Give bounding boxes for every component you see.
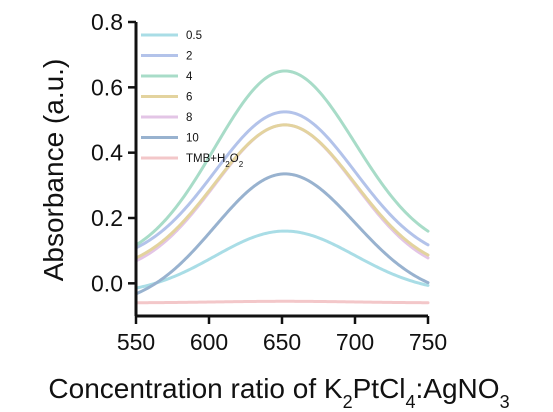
x-ticks: 550 600 650 700 750 (117, 316, 447, 355)
x-axis-label: Concentration ratio of K2PtCl4:AgNO3 (48, 373, 509, 412)
series-layer (134, 69, 430, 305)
y-tick-label: 0.6 (91, 74, 123, 100)
y-tick-label: 0.4 (91, 140, 123, 166)
x-axis-label-part-3: :AgNO (416, 373, 500, 404)
legend-label: 8 (186, 112, 192, 124)
series-line-0 (134, 229, 430, 290)
x-axis-label-sub-1: 2 (343, 392, 353, 412)
legend-label: 4 (186, 71, 193, 83)
x-tick-label: 650 (263, 329, 301, 355)
y-tick-label: 0.2 (91, 205, 123, 231)
series-line-5 (134, 172, 430, 296)
legend-label: 2 (186, 51, 192, 63)
x-axis-label-part-2: PtCl (353, 373, 406, 404)
series-line-4 (134, 123, 430, 263)
y-ticks: 0.0 0.2 0.4 0.6 0.8 (91, 9, 136, 296)
x-tick-label: 550 (117, 329, 155, 355)
series-line-1 (134, 110, 430, 250)
y-tick-label: 0.8 (91, 9, 123, 35)
series-line-2 (134, 69, 430, 247)
x-tick-label: 750 (409, 329, 447, 355)
x-axis-label-main: Concentration ratio of K (48, 373, 342, 404)
legend-label: TMB+H2O2 (186, 153, 244, 169)
legend-label: 6 (186, 92, 192, 104)
legend-label: 10 (186, 133, 199, 145)
y-tick-label: 0.0 (91, 270, 123, 296)
series-line-3 (134, 123, 430, 260)
series-line-6 (134, 299, 430, 305)
y-axis-label: Absorbance (a.u.) (38, 59, 69, 282)
x-tick-label: 600 (190, 329, 228, 355)
legend-label: 0.5 (186, 30, 202, 42)
x-axis-label-sub-2: 4 (406, 392, 416, 412)
legend: 0.5 2 4 6 8 10 TMB+H2O2 (141, 30, 244, 169)
x-tick-label: 700 (336, 329, 374, 355)
x-axis-label-sub-3: 3 (500, 392, 510, 412)
